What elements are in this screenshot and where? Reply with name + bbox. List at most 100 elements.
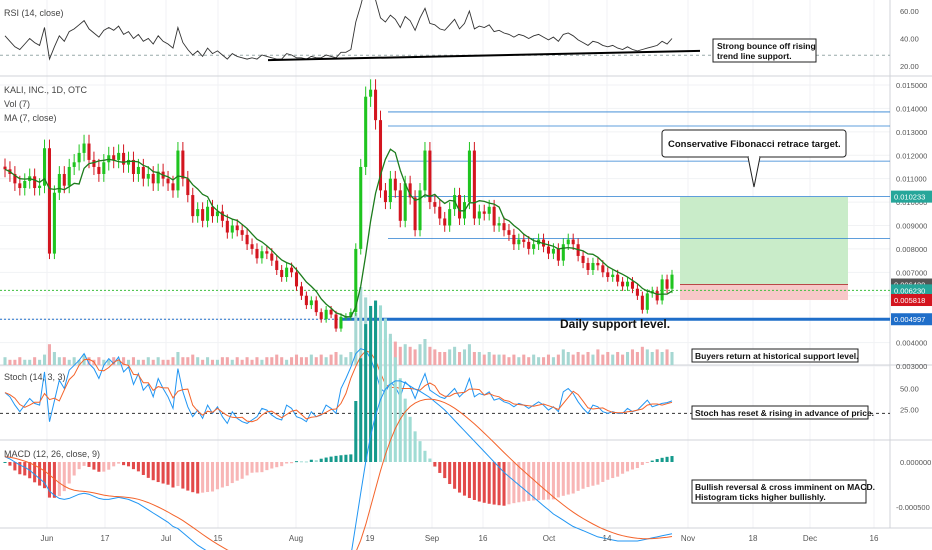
candle-down <box>438 206 442 219</box>
price-tag-label: 0.004997 <box>894 315 925 324</box>
volume-bar <box>240 359 244 365</box>
volume-bar <box>591 354 595 365</box>
macd-histogram-bar <box>97 462 101 472</box>
candle-up <box>403 183 407 221</box>
macd-histogram-bar <box>655 459 659 462</box>
volume-bar <box>13 359 17 365</box>
candle-up <box>339 316 343 329</box>
candle-up <box>551 248 555 254</box>
volume-bar <box>462 349 467 365</box>
candle-down <box>507 230 511 235</box>
macd-histogram-bar <box>621 462 625 474</box>
volume-bar <box>18 357 22 365</box>
volume-bar <box>517 357 521 365</box>
macd-histogram-bar <box>542 462 546 500</box>
volume-bar <box>181 357 185 365</box>
candle-up <box>561 244 565 261</box>
candle-up <box>324 309 328 320</box>
candle-down <box>299 286 303 296</box>
volume-bar <box>265 357 269 365</box>
candle-up <box>418 190 422 231</box>
candle-up <box>645 293 649 310</box>
macd-histogram-bar <box>349 454 353 462</box>
macd-histogram-bar <box>294 461 299 463</box>
volume-bar <box>640 346 644 365</box>
volume-bar <box>314 357 318 365</box>
volume-bar <box>329 354 333 365</box>
candle-down <box>220 211 224 221</box>
macd-histogram-bar <box>181 462 185 489</box>
macd-histogram-bar <box>388 337 392 462</box>
volume-bar <box>670 352 674 365</box>
macd-histogram-bar <box>72 462 76 476</box>
macd-histogram-bar <box>512 462 516 504</box>
volume-bar <box>581 354 585 365</box>
volume-bar <box>606 352 610 365</box>
rsi-note-line-1: Strong bounce off rising <box>717 41 816 51</box>
volume-bar <box>443 352 447 365</box>
volume-bar <box>290 357 294 365</box>
macd-histogram-bar <box>374 300 378 462</box>
macd-histogram-bar <box>458 462 462 493</box>
macd-histogram-bar <box>403 398 407 462</box>
macd-histogram-bar <box>23 462 27 476</box>
candle-up <box>285 267 289 278</box>
macd-histogram-bar <box>566 462 570 495</box>
candle-down <box>601 265 605 273</box>
candle-down <box>141 166 145 179</box>
price-tick-label: 0.004000 <box>896 339 927 348</box>
price-tick-label: 0.007000 <box>896 268 927 277</box>
candle-down <box>87 143 91 160</box>
candle-up <box>230 225 234 233</box>
volume-bar <box>507 357 511 365</box>
macd-histogram-bar <box>52 462 56 498</box>
volume-bar <box>28 359 32 365</box>
macd-histogram-bar <box>42 462 47 489</box>
price-tag-label: 0.006230 <box>894 286 925 295</box>
volume-bar <box>191 354 195 365</box>
volume-bar <box>453 346 457 365</box>
volume-bar <box>67 359 71 365</box>
macd-histogram-bar <box>235 462 239 481</box>
candle-down <box>290 267 294 273</box>
rsi-line <box>4 0 673 61</box>
macd-histogram-bar <box>33 462 37 483</box>
volume-bar <box>285 359 289 365</box>
candle-up <box>487 206 491 214</box>
volume-bar <box>433 349 437 365</box>
macd-note-line-2: Histogram ticks higher bullishly. <box>695 492 826 502</box>
volume-bar <box>309 354 313 365</box>
macd-histogram-bar <box>616 462 620 477</box>
candle-up <box>57 173 61 193</box>
macd-histogram-bar <box>626 462 630 472</box>
macd-histogram-bar <box>517 462 521 503</box>
macd-histogram-bar <box>309 459 313 462</box>
volume-bar <box>201 359 205 365</box>
macd-histogram-bar <box>141 462 145 475</box>
candle-up <box>126 159 131 165</box>
candle-up <box>349 312 353 317</box>
macd-histogram-bar <box>537 462 541 501</box>
macd-line <box>4 380 673 550</box>
volume-bar <box>532 354 536 365</box>
candle-down <box>240 230 244 235</box>
volume-bar <box>354 313 358 365</box>
volume-bar <box>23 359 27 365</box>
stoch-tick-label: 50.00 <box>900 385 919 394</box>
macd-histogram-bar <box>507 462 511 505</box>
candle-down <box>314 300 318 313</box>
price-tick-label: 0.012000 <box>896 151 927 160</box>
time-tick-label: Sep <box>425 534 440 543</box>
stoch-indicator <box>0 348 890 425</box>
macd-histogram-bar <box>215 462 219 490</box>
macd-histogram-bar <box>265 462 269 471</box>
vol-title: Vol (7) <box>4 99 30 109</box>
volume-bar <box>77 359 81 365</box>
macd-histogram-bar <box>275 462 279 468</box>
macd-histogram-bar <box>67 462 71 484</box>
macd-note-box <box>691 479 867 504</box>
volume-bar <box>393 341 397 365</box>
volume-bar <box>215 359 219 365</box>
candle-up <box>102 162 106 174</box>
macd-histogram-bar <box>156 462 160 483</box>
